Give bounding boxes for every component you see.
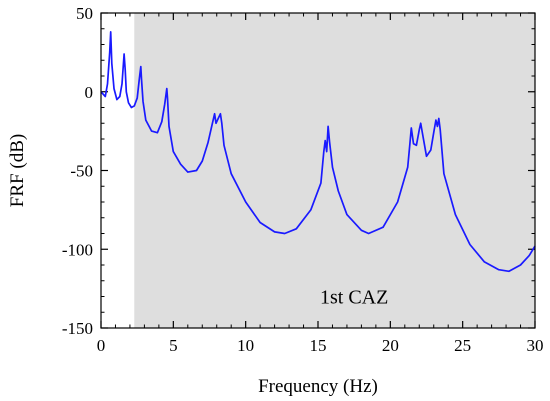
x-tick-labels: 0 5 10 15 20 25 30 <box>97 336 544 355</box>
x-tick-label: 20 <box>382 336 399 355</box>
y-tick-labels: 50 0 -50 -100 -150 <box>62 4 93 338</box>
caz-annotation: 1st CAZ <box>320 287 388 309</box>
y-axis-label: FRF (dB) <box>7 134 28 207</box>
y-tick-label: -50 <box>70 162 93 181</box>
x-axis-label: Frequency (Hz) <box>258 376 378 397</box>
plot-frame <box>100 12 536 329</box>
shaded-caz-region <box>134 13 536 328</box>
x-tick-label: 10 <box>237 336 254 355</box>
y-tick-label: -150 <box>62 319 93 338</box>
x-tick-label: 5 <box>169 336 178 355</box>
x-tick-label: 15 <box>310 336 327 355</box>
y-tick-label: -100 <box>62 240 93 259</box>
x-tick-label: 30 <box>527 336 544 355</box>
frf-series-line <box>100 31 536 273</box>
y-tick-label: 50 <box>76 4 93 23</box>
x-tick-label: 25 <box>454 336 471 355</box>
x-tick-label: 0 <box>97 336 106 355</box>
y-tick-label: 0 <box>85 83 94 102</box>
